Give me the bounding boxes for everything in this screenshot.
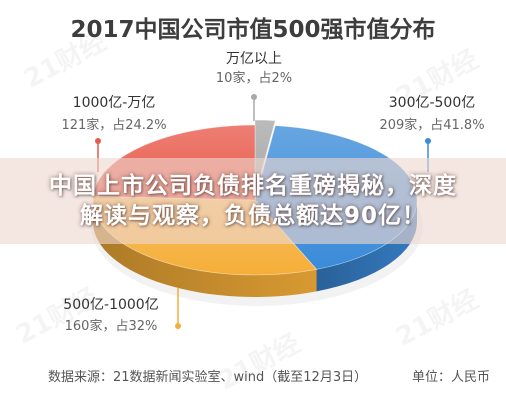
label-value-1: 209家，占41.8% [379, 118, 485, 133]
label-category-3: 1000亿-万亿 [72, 95, 156, 111]
unit-note: 单位：人民币 [411, 370, 490, 385]
label-category-2: 500亿-1000亿 [63, 297, 159, 313]
leader-dot-0 [251, 94, 257, 100]
data-source: 数据来源：21数据新闻实验室、wind（截至12月3日） [48, 370, 368, 385]
label-value-3: 121家，占24.2% [61, 118, 167, 133]
leader-lines [95, 94, 431, 329]
headline-line-1: 中国上市公司负债排名重磅揭秘，深度 [49, 173, 457, 199]
label-value-0: 10家，占2% [215, 71, 293, 86]
label-value-2: 160家，占32% [64, 319, 158, 334]
label-category-0: 万亿以上 [226, 51, 282, 67]
leader-dot-3 [95, 138, 101, 144]
leader-dot-1 [425, 138, 431, 144]
headline-banner [0, 158, 506, 244]
label-category-1: 300亿-500亿 [388, 95, 476, 111]
headline-line-2: 解读与观察，负债总额达90亿！ [79, 203, 426, 229]
pie-sides [93, 200, 417, 297]
pie-slice-side-2 [93, 200, 317, 297]
chart-title: 2017中国公司市值500强市值分布 [70, 17, 436, 43]
pie-slice-side-1 [316, 200, 417, 292]
leader-dot-2 [175, 323, 181, 329]
